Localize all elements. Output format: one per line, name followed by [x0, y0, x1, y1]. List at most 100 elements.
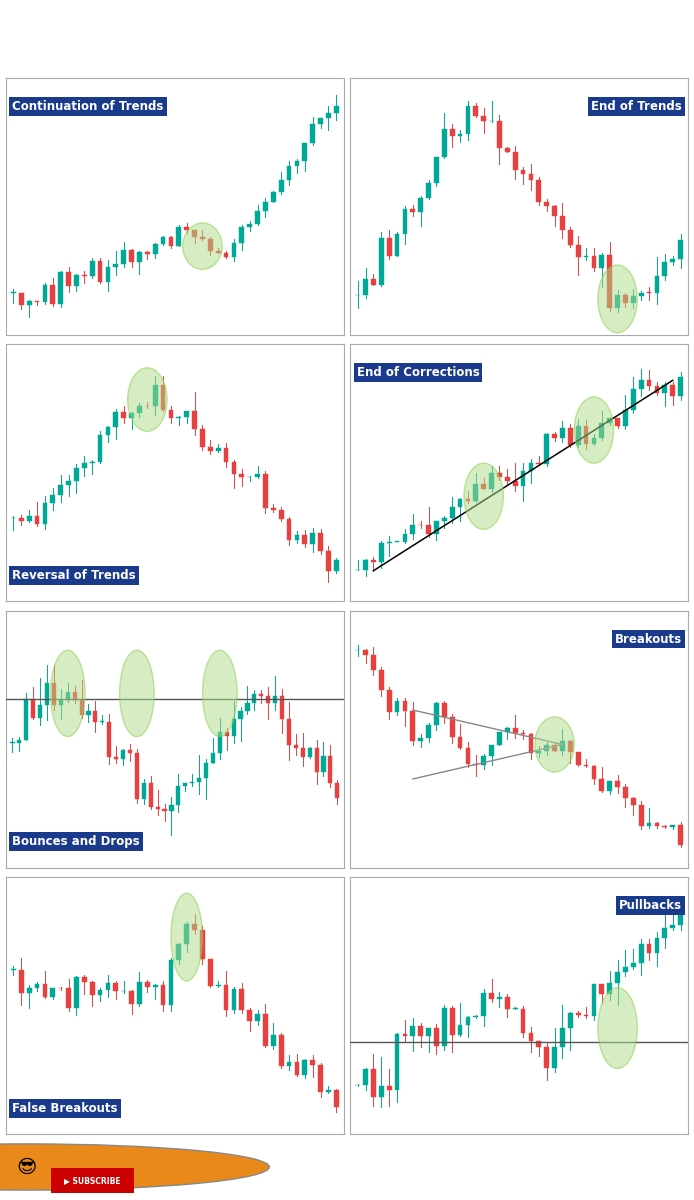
- Bar: [279, 1034, 284, 1066]
- Bar: [263, 474, 268, 508]
- Bar: [129, 250, 134, 262]
- Bar: [121, 750, 125, 758]
- Bar: [426, 526, 431, 534]
- Bar: [169, 805, 174, 811]
- Bar: [434, 1028, 439, 1046]
- Bar: [197, 778, 201, 782]
- Bar: [497, 997, 502, 1000]
- Bar: [66, 272, 71, 287]
- Bar: [93, 712, 97, 722]
- Bar: [600, 256, 604, 268]
- Bar: [520, 1008, 525, 1033]
- Bar: [670, 385, 675, 396]
- Bar: [678, 826, 683, 845]
- Ellipse shape: [51, 650, 85, 737]
- Bar: [489, 992, 494, 1000]
- Bar: [623, 295, 628, 304]
- Bar: [223, 252, 228, 258]
- Bar: [536, 1040, 541, 1048]
- Bar: [466, 106, 471, 133]
- Bar: [24, 698, 28, 739]
- Bar: [482, 116, 486, 121]
- Bar: [321, 756, 325, 772]
- Bar: [19, 970, 24, 994]
- Bar: [631, 296, 636, 304]
- Bar: [497, 473, 502, 478]
- Bar: [591, 257, 596, 268]
- Bar: [113, 983, 118, 991]
- Bar: [560, 740, 565, 750]
- Bar: [303, 1060, 307, 1075]
- Bar: [639, 805, 643, 826]
- Bar: [301, 749, 305, 757]
- Bar: [273, 696, 277, 703]
- Bar: [615, 418, 620, 426]
- Bar: [654, 823, 659, 827]
- Bar: [363, 1069, 368, 1086]
- Bar: [142, 784, 146, 799]
- Bar: [19, 518, 24, 521]
- Bar: [266, 696, 270, 703]
- Bar: [552, 1048, 557, 1068]
- Bar: [576, 1013, 581, 1015]
- Bar: [263, 202, 268, 211]
- Bar: [218, 732, 222, 752]
- Bar: [505, 997, 509, 1009]
- Ellipse shape: [128, 367, 167, 432]
- Ellipse shape: [574, 397, 613, 463]
- Bar: [211, 752, 215, 763]
- Bar: [255, 1014, 260, 1021]
- Bar: [260, 695, 263, 696]
- Bar: [185, 227, 189, 230]
- Bar: [239, 227, 244, 242]
- Bar: [426, 1028, 431, 1036]
- Bar: [208, 959, 212, 986]
- Bar: [395, 1034, 399, 1090]
- Bar: [153, 385, 158, 406]
- Bar: [204, 763, 208, 778]
- Bar: [379, 238, 384, 284]
- Text: Continuation of Trends: Continuation of Trends: [12, 100, 164, 113]
- Bar: [66, 989, 71, 1008]
- Bar: [176, 786, 180, 805]
- Bar: [255, 211, 260, 223]
- Bar: [536, 463, 541, 464]
- Bar: [426, 725, 431, 738]
- Bar: [58, 485, 63, 494]
- Bar: [51, 494, 55, 503]
- Bar: [326, 113, 331, 119]
- Bar: [200, 930, 205, 959]
- Bar: [280, 696, 284, 719]
- Ellipse shape: [203, 650, 237, 737]
- Bar: [403, 701, 407, 712]
- Text: Reversal of Trends: Reversal of Trends: [12, 569, 136, 582]
- Bar: [319, 119, 323, 124]
- Bar: [497, 732, 502, 745]
- Bar: [623, 787, 628, 798]
- Bar: [149, 784, 153, 806]
- Bar: [379, 670, 384, 690]
- Bar: [80, 701, 84, 715]
- Bar: [19, 293, 24, 305]
- Bar: [295, 1062, 299, 1075]
- Bar: [137, 406, 142, 413]
- FancyBboxPatch shape: [51, 1168, 134, 1193]
- Bar: [607, 418, 612, 422]
- Bar: [42, 284, 47, 301]
- Bar: [232, 719, 236, 736]
- Ellipse shape: [119, 650, 154, 737]
- Bar: [379, 1086, 384, 1097]
- Bar: [137, 252, 142, 262]
- Bar: [529, 1033, 533, 1040]
- Bar: [334, 107, 339, 113]
- Bar: [568, 428, 573, 445]
- Text: 8 Uses Of Candlestick Patterns: 8 Uses Of Candlestick Patterns: [94, 25, 600, 53]
- Bar: [395, 701, 399, 713]
- Bar: [473, 106, 478, 116]
- Bar: [169, 238, 174, 246]
- Bar: [615, 781, 620, 787]
- Bar: [113, 412, 118, 427]
- Bar: [457, 499, 462, 506]
- Bar: [670, 258, 675, 262]
- Bar: [544, 433, 549, 464]
